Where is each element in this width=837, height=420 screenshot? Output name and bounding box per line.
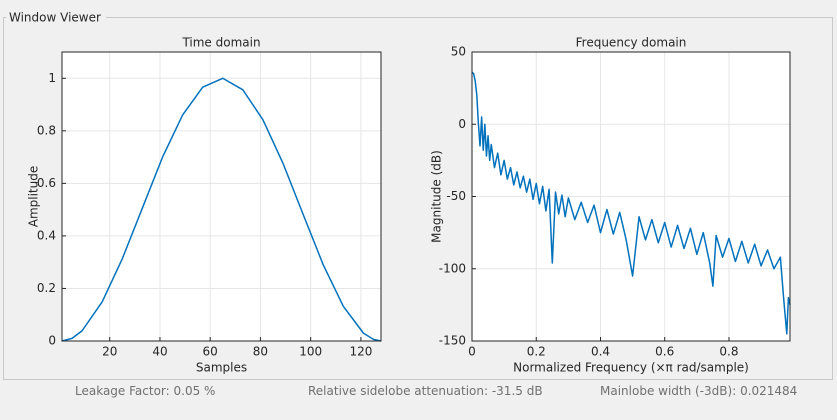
x-tick-label: 80 [253, 345, 268, 359]
y-tick-label: 0.4 [37, 228, 56, 242]
y-tick-label: 50 [451, 45, 466, 59]
y-tick-label: 0.6 [37, 176, 56, 190]
y-axis-label: Magnitude (dB) [430, 150, 444, 243]
y-tick-label: 0.8 [37, 123, 56, 137]
x-axis-label: Samples [196, 361, 247, 375]
x-tick-label: 100 [299, 345, 322, 359]
y-tick-label: -100 [439, 261, 466, 275]
y-tick-label: 0 [48, 334, 56, 348]
data-line [471, 71, 791, 335]
x-tick-label: 0 [468, 345, 476, 359]
axes-frame [471, 51, 791, 342]
x-tick-label: 0.4 [591, 345, 610, 359]
x-tick-label: 0.6 [655, 345, 674, 359]
data-line [61, 77, 382, 342]
axes-bg [62, 52, 381, 341]
mainlobe-width: Mainlobe width (-3dB): 0.021484 [600, 384, 798, 398]
x-tick-label: 40 [152, 345, 167, 359]
leakage-factor: Leakage Factor: 0.05 % [75, 384, 216, 398]
y-tick-label: 0 [458, 117, 466, 131]
y-tick-label: -50 [446, 189, 466, 203]
x-tick-label: 120 [349, 345, 372, 359]
axes-title: Frequency domain [576, 36, 687, 50]
y-axis-label: Amplitude [27, 166, 41, 228]
x-tick-label: 20 [102, 345, 117, 359]
sidelobe-attenuation: Relative sidelobe attenuation: -31.5 dB [308, 384, 543, 398]
axes-frame [61, 51, 382, 342]
x-tick-label: 0.2 [527, 345, 546, 359]
group-title-bg [6, 10, 106, 26]
y-tick-label: 0.2 [37, 281, 56, 295]
x-tick-label: 60 [203, 345, 218, 359]
group-box [3, 17, 833, 380]
y-tick-label: 1 [48, 71, 56, 85]
x-axis-label: Normalized Frequency (×π rad/sample) [513, 361, 749, 375]
x-tick-label: 0.8 [719, 345, 738, 359]
group-title: Window Viewer [9, 11, 101, 25]
y-tick-label: -150 [439, 334, 466, 348]
axes-title: Time domain [181, 36, 260, 50]
